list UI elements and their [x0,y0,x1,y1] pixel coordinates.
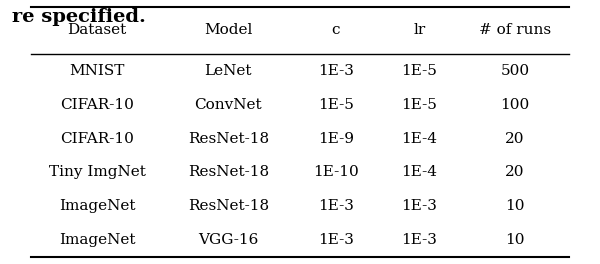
Text: re specified.: re specified. [12,8,146,26]
